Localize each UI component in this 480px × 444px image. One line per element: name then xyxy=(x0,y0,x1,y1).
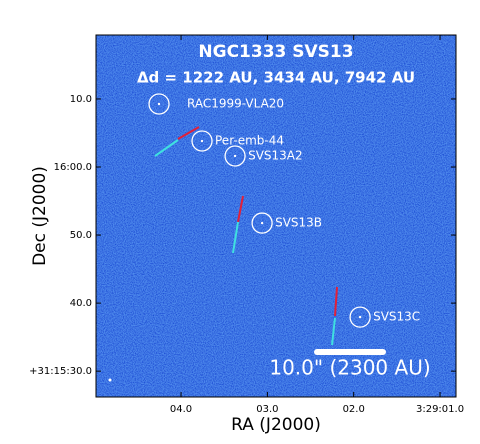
scale-bar-label: 10.0" (2300 AU) xyxy=(269,356,430,380)
scale-bar xyxy=(314,349,386,355)
y-tick-label: 10.0 xyxy=(70,94,92,105)
x-tick-label: 04.0 xyxy=(170,404,192,415)
x-tick-label: 02.0 xyxy=(343,404,365,415)
source-label: SVS13A2 xyxy=(248,148,303,162)
source-label: SVS13C xyxy=(373,310,420,324)
source-circle xyxy=(349,306,371,328)
source-point xyxy=(157,102,161,106)
star xyxy=(108,378,112,382)
chart-title: NGC1333 SVS13 xyxy=(198,42,353,62)
source-circle xyxy=(251,212,273,234)
plot-frame xyxy=(95,34,457,398)
source-point xyxy=(358,315,362,319)
chart-subtitle: Δd = 1222 AU, 3434 AU, 7942 AU xyxy=(137,69,415,87)
y-tick-label: +31:15:30.0 xyxy=(29,366,92,377)
image-background xyxy=(96,35,456,397)
x-tick-label: 3:29:01.0 xyxy=(416,404,464,415)
motion-vectors xyxy=(154,126,338,346)
source-point xyxy=(233,154,237,158)
y-tick-label: 50.0 xyxy=(70,230,92,241)
source-circle xyxy=(224,145,246,167)
y-tick-label: 40.0 xyxy=(70,298,92,309)
source-circle xyxy=(191,130,213,152)
source-label: RAC1999-VLA20 xyxy=(187,96,284,110)
y-tick-label: 16:00.0 xyxy=(54,162,92,173)
source-point xyxy=(200,139,204,143)
source-label: SVS13B xyxy=(275,216,322,230)
x-tick-label: 03.0 xyxy=(256,404,278,415)
x-axis-label: RA (J2000) xyxy=(231,415,321,435)
source-label: Per-emb-44 xyxy=(215,134,284,148)
source-circle xyxy=(148,93,170,115)
source-point xyxy=(260,221,264,225)
y-axis-label: Dec (J2000) xyxy=(30,166,50,266)
